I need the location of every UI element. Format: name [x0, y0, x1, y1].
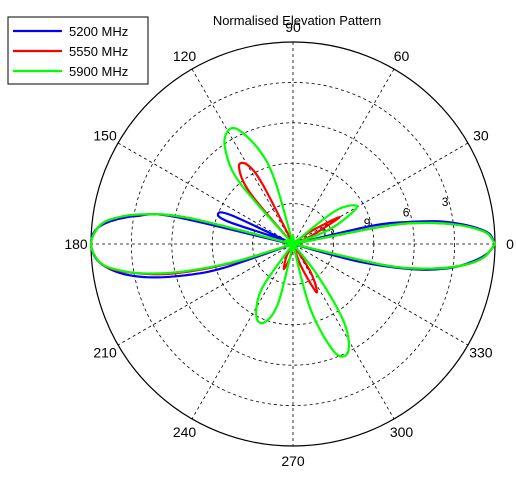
radial-tick-label: 9 [364, 216, 371, 230]
legend-entry-label: 5900 MHz [69, 64, 128, 79]
angle-tick-label: 240 [173, 424, 197, 440]
angle-tick-label: 30 [473, 128, 489, 144]
angle-tick-label: 60 [394, 48, 410, 64]
grid-spoke [191, 68, 395, 420]
angle-tick-label: 150 [93, 128, 117, 144]
angle-tick-label: 0 [506, 236, 514, 252]
angle-tick-label: 270 [281, 453, 305, 469]
grid-spoke [191, 68, 395, 420]
legend-entry-label: 5550 MHz [69, 44, 128, 59]
grid-spoke [117, 142, 469, 346]
chart-title: Normalised Elevation Pattern [213, 13, 381, 28]
grid-spoke [117, 142, 469, 346]
legend-entry-label: 5200 MHz [69, 24, 128, 39]
angle-tick-label: 330 [469, 345, 493, 361]
angle-tick-label: 120 [173, 48, 197, 64]
legend: 5200 MHz 5550 MHz 5900 MHz [7, 16, 149, 85]
angle-tick-label: 210 [93, 345, 117, 361]
grid-ring [130, 81, 456, 407]
angle-tick-label: 90 [285, 19, 301, 35]
series-line-2 [89, 126, 496, 358]
radial-tick-label: 6 [403, 206, 410, 220]
angle-tick-label: 180 [64, 236, 88, 252]
radial-tick-label: 3 [442, 195, 449, 209]
series-lines [89, 126, 496, 358]
angle-tick-label: 300 [390, 424, 414, 440]
